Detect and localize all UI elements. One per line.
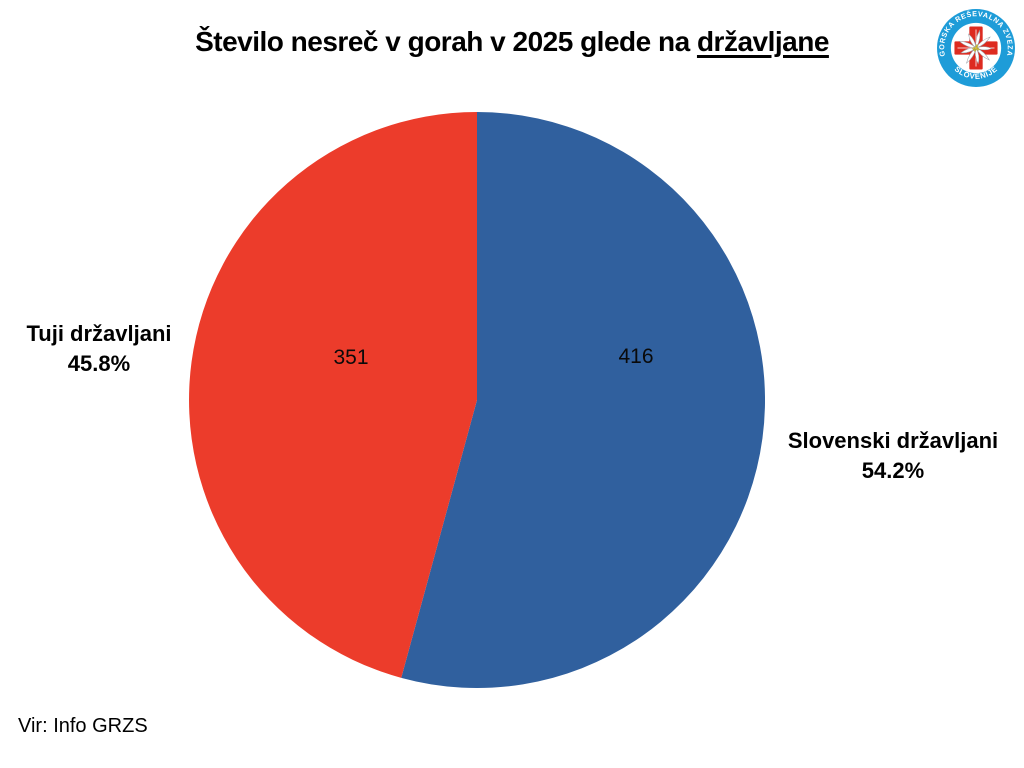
label-slovenski-percent: 54.2%: [861, 458, 925, 483]
label-slovenski-drzavljani: Slovenski državljani 54.2%: [788, 426, 998, 486]
slice-value-tuji: 351: [333, 346, 369, 369]
chart-title-text: Število nesreč v gorah v 2025 glede na: [195, 26, 697, 57]
pie-slice-tuji-državljani: [189, 112, 477, 678]
label-slovenski-name: Slovenski državljani: [787, 428, 999, 453]
pie-slice-slovenski-državljani: [401, 112, 765, 688]
source-text: Vir: Info GRZS: [18, 715, 148, 737]
chart-title-underlined-word: državljane: [696, 26, 829, 57]
slice-value-slovenski: 416: [618, 345, 654, 368]
edelweiss-flower-icon: [958, 29, 993, 65]
flower-center: [972, 44, 980, 52]
label-tuji-name: Tuji državljani: [26, 321, 172, 346]
pie-chart: [189, 112, 765, 688]
label-tuji-drzavljani: Tuji državljani 45.8%: [26, 319, 171, 379]
chart-title: Število nesreč v gorah v 2025 glede na d…: [0, 26, 1024, 58]
label-tuji-percent: 45.8%: [67, 351, 131, 376]
grzs-logo: GORSKA REŠEVALNA ZVEZA SLOVENIJE: [937, 9, 1015, 87]
